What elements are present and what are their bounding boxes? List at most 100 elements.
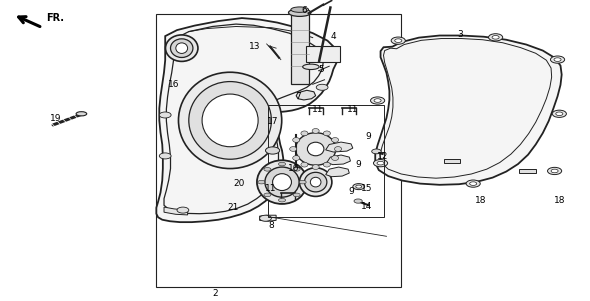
Bar xyxy=(268,105,384,217)
Circle shape xyxy=(159,153,171,159)
Circle shape xyxy=(317,56,329,62)
Bar xyxy=(519,169,536,173)
Text: 3: 3 xyxy=(457,30,463,39)
Text: 21: 21 xyxy=(227,203,239,212)
Circle shape xyxy=(372,149,381,154)
Ellipse shape xyxy=(257,160,307,204)
Text: 11: 11 xyxy=(347,105,359,114)
Ellipse shape xyxy=(310,177,321,187)
Ellipse shape xyxy=(176,43,188,54)
Text: 11: 11 xyxy=(264,184,276,193)
Text: 9: 9 xyxy=(348,187,354,196)
Polygon shape xyxy=(326,167,349,177)
Text: 20: 20 xyxy=(233,179,245,188)
Circle shape xyxy=(466,180,480,187)
Circle shape xyxy=(492,36,499,39)
Text: 19: 19 xyxy=(50,114,62,123)
Polygon shape xyxy=(260,215,276,221)
Text: 16: 16 xyxy=(168,80,180,89)
Circle shape xyxy=(264,193,271,197)
Ellipse shape xyxy=(312,129,319,133)
Circle shape xyxy=(266,147,280,154)
Ellipse shape xyxy=(304,172,327,192)
Ellipse shape xyxy=(290,147,297,151)
Text: 9: 9 xyxy=(356,160,362,169)
Bar xyxy=(291,14,309,84)
Polygon shape xyxy=(327,155,350,165)
Polygon shape xyxy=(296,90,316,100)
Circle shape xyxy=(264,168,271,171)
Ellipse shape xyxy=(178,72,282,169)
Circle shape xyxy=(293,193,300,197)
Ellipse shape xyxy=(323,131,330,136)
Circle shape xyxy=(550,56,565,63)
Text: 2: 2 xyxy=(212,289,218,298)
Ellipse shape xyxy=(265,167,299,197)
Circle shape xyxy=(556,112,563,116)
Polygon shape xyxy=(375,36,562,185)
Text: 10: 10 xyxy=(288,164,300,173)
Ellipse shape xyxy=(312,165,319,169)
Text: 11: 11 xyxy=(312,105,323,114)
Circle shape xyxy=(470,182,477,185)
Text: 18: 18 xyxy=(475,196,487,205)
Text: 5: 5 xyxy=(319,65,324,74)
Circle shape xyxy=(554,58,561,61)
Circle shape xyxy=(353,184,365,190)
Ellipse shape xyxy=(301,131,308,136)
Ellipse shape xyxy=(171,39,193,57)
Ellipse shape xyxy=(293,138,300,142)
Text: 12: 12 xyxy=(376,152,388,161)
Circle shape xyxy=(177,207,189,213)
Ellipse shape xyxy=(303,64,319,70)
Circle shape xyxy=(371,97,385,104)
Ellipse shape xyxy=(301,162,308,167)
Circle shape xyxy=(552,110,566,117)
Circle shape xyxy=(159,112,171,118)
Ellipse shape xyxy=(76,112,87,116)
Ellipse shape xyxy=(299,168,332,196)
Circle shape xyxy=(548,167,562,175)
Circle shape xyxy=(395,39,402,42)
Polygon shape xyxy=(326,142,353,152)
Text: 13: 13 xyxy=(249,42,261,51)
Circle shape xyxy=(377,161,384,165)
Text: 14: 14 xyxy=(361,202,373,211)
Text: 6: 6 xyxy=(301,6,307,15)
Circle shape xyxy=(260,215,271,221)
Ellipse shape xyxy=(296,133,336,165)
Ellipse shape xyxy=(165,35,198,61)
Text: 7: 7 xyxy=(295,92,301,101)
Circle shape xyxy=(299,180,306,184)
Ellipse shape xyxy=(202,94,258,147)
Text: 8: 8 xyxy=(268,221,274,230)
Text: 18: 18 xyxy=(553,196,565,205)
Ellipse shape xyxy=(273,174,291,191)
Ellipse shape xyxy=(332,156,339,160)
Circle shape xyxy=(278,162,286,166)
Circle shape xyxy=(373,160,388,167)
Ellipse shape xyxy=(332,138,339,142)
Polygon shape xyxy=(156,18,337,222)
Ellipse shape xyxy=(291,7,309,12)
Circle shape xyxy=(293,168,300,171)
Circle shape xyxy=(354,199,362,203)
Circle shape xyxy=(391,37,405,44)
Text: 15: 15 xyxy=(361,184,373,193)
Bar xyxy=(306,46,340,62)
Bar xyxy=(156,14,401,287)
Circle shape xyxy=(374,99,381,102)
Text: 9: 9 xyxy=(366,132,372,141)
Ellipse shape xyxy=(335,147,342,151)
Ellipse shape xyxy=(289,9,311,16)
Circle shape xyxy=(489,34,503,41)
Circle shape xyxy=(356,185,362,188)
Bar xyxy=(444,159,460,163)
Circle shape xyxy=(551,169,558,173)
Circle shape xyxy=(316,84,328,90)
Ellipse shape xyxy=(307,142,324,156)
Ellipse shape xyxy=(189,82,271,159)
Circle shape xyxy=(278,198,286,202)
Polygon shape xyxy=(164,207,188,215)
Ellipse shape xyxy=(323,162,330,167)
